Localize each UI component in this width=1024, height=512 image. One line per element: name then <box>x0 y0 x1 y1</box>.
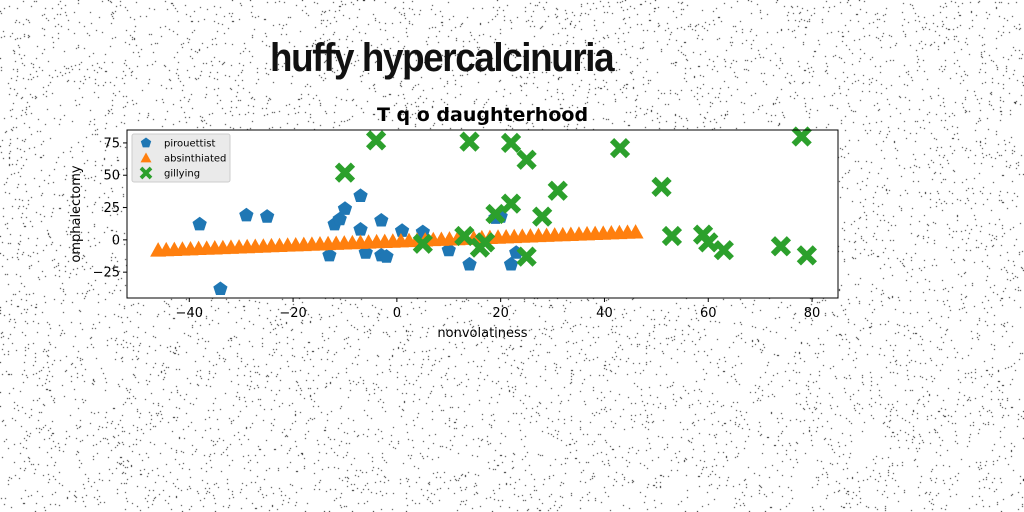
data-point-pirouettist <box>374 213 389 227</box>
y-tick-label: 0 <box>112 233 120 248</box>
data-point-gillying <box>454 225 475 247</box>
figure-suptitle: huffy hypercalcinuria <box>270 36 615 80</box>
data-point-gillying <box>532 206 553 227</box>
data-point-pirouettist <box>441 242 456 257</box>
x-tick-label: −20 <box>279 306 306 321</box>
data-point-gillying <box>500 132 522 154</box>
data-point-pirouettist <box>322 247 337 262</box>
x-tick-label: 80 <box>804 306 821 321</box>
data-point-gillying <box>713 240 734 261</box>
legend-label-gillying: gillying <box>164 169 200 180</box>
data-point-gillying <box>698 232 719 253</box>
data-point-pirouettist <box>462 256 477 271</box>
legend-box <box>131 133 231 183</box>
data-point-pirouettist <box>337 201 353 215</box>
data-point-gillying <box>500 193 522 214</box>
data-point-gillying <box>609 137 631 159</box>
legend-marker-pirouettist <box>140 137 152 148</box>
y-axis-label: omphalectomy <box>69 165 84 263</box>
data-point-pirouettist <box>353 188 368 202</box>
data-point-pirouettist <box>213 281 228 295</box>
data-point-gillying <box>651 176 672 197</box>
y-tick-label: 25 <box>103 201 120 216</box>
legend-marker-gillying <box>139 166 153 180</box>
data-point-gillying <box>547 180 568 201</box>
x-tick-label: −40 <box>176 306 203 321</box>
x-tick-label: 0 <box>393 306 401 321</box>
plot-area <box>127 130 838 298</box>
data-point-gillying <box>791 126 812 147</box>
data-point-pirouettist <box>379 249 394 263</box>
legend: pirouettist absinthiated gillying <box>131 133 231 183</box>
data-point-pirouettist <box>192 216 207 231</box>
data-point-gillying <box>516 149 537 170</box>
data-point-absinthiated <box>627 224 644 239</box>
y-tick-label: 75 <box>103 136 120 151</box>
data-point-gillying <box>516 246 537 267</box>
data-point-pirouettist <box>394 223 410 237</box>
plot-frame <box>126 129 839 299</box>
x-axis-label: nonvolatiness <box>437 326 527 341</box>
data-point-gillying <box>412 233 433 254</box>
data-point-pirouettist <box>239 207 254 222</box>
data-point-pirouettist <box>260 209 275 223</box>
legend-label-pirouettist: pirouettist <box>164 139 215 150</box>
data-point-gillying <box>459 131 480 152</box>
x-tick-label: 20 <box>492 306 509 321</box>
y-tick-label: 50 <box>103 169 120 184</box>
data-point-gillying <box>334 162 356 183</box>
x-tick-label: 60 <box>700 306 717 321</box>
chart-title: T q o daughterhood <box>377 104 588 126</box>
data-point-gillying <box>365 130 387 151</box>
data-point-gillying <box>796 245 817 266</box>
data-point-pirouettist <box>353 222 368 236</box>
series-gillying <box>334 126 817 267</box>
data-point-pirouettist <box>332 211 347 226</box>
data-point-gillying <box>474 232 496 253</box>
legend-label-absinthiated: absinthiated <box>164 154 226 165</box>
data-point-gillying <box>485 203 506 225</box>
x-tick-label: 40 <box>596 306 613 321</box>
legend-marker-absinthiated <box>140 152 152 163</box>
y-tick-label: −25 <box>93 266 120 281</box>
data-point-gillying <box>770 236 792 257</box>
data-point-gillying <box>661 225 683 247</box>
data-point-pirouettist <box>503 256 519 271</box>
